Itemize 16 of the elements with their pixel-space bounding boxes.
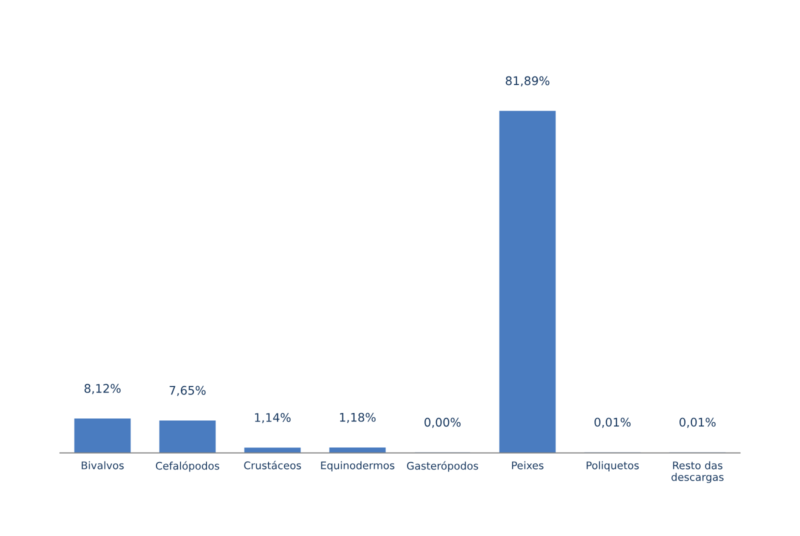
data-label: 81,89% bbox=[506, 76, 550, 86]
data-label: 1,14% bbox=[255, 413, 291, 424]
data-label: 1,18% bbox=[340, 412, 376, 424]
x-tick-label: Bivalvos bbox=[82, 461, 124, 470]
x-tick-label: Equinodermos bbox=[321, 461, 394, 472]
data-label: 0,01% bbox=[680, 418, 716, 428]
data-label: 7,65% bbox=[170, 386, 206, 396]
x-tick-label: Poliquetos bbox=[586, 461, 639, 472]
data-label: 0,00% bbox=[424, 418, 461, 428]
data-label: 0,01% bbox=[594, 418, 631, 428]
x-tick-label: Cefalópodos bbox=[156, 461, 220, 472]
x-tick-label: Peixes bbox=[512, 461, 544, 470]
data-label: 8,12% bbox=[84, 384, 121, 394]
x-tick-label: Resto das descargas bbox=[672, 461, 724, 483]
x-tick-label: Gasterópodos bbox=[406, 461, 478, 472]
x-tick-label: Crustáceos bbox=[244, 460, 301, 470]
